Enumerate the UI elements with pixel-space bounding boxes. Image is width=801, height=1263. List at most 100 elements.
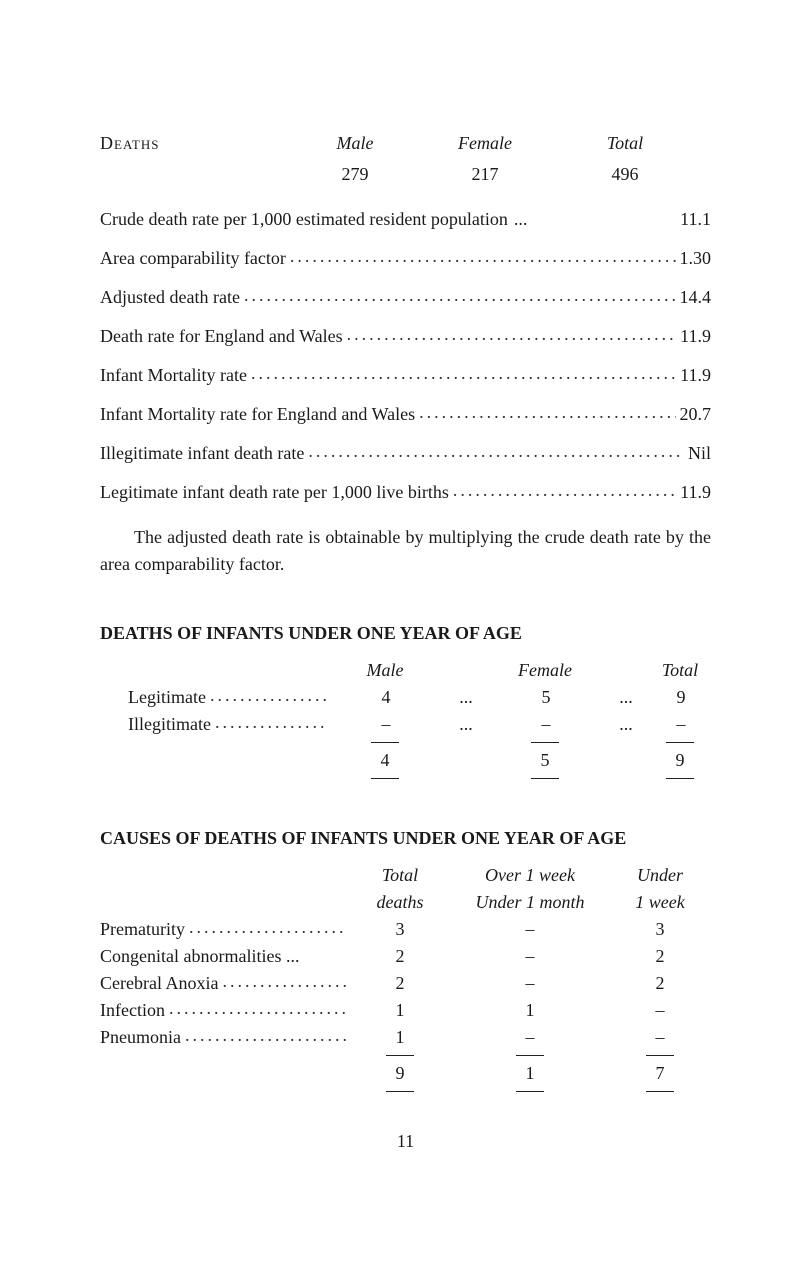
total-total: 9 (650, 747, 710, 774)
row-label: Legitimate (128, 684, 206, 711)
table-title: DEATHS OF INFANTS UNDER ONE YEAR OF AGE (100, 620, 711, 647)
rule-row (100, 1087, 711, 1096)
row-label: Illegitimate (128, 711, 211, 738)
rate-value: Nil (688, 440, 711, 467)
total-week: 7 (610, 1060, 710, 1087)
col-female: Female (415, 130, 555, 157)
table-row: Congenital abnormalities ... 2 – 2 (100, 943, 711, 970)
table-title: CAUSES OF DEATHS OF INFANTS UNDER ONE YE… (100, 825, 711, 852)
dot-leader (347, 323, 677, 350)
total-female: 5 (490, 747, 600, 774)
cell-total: 9 (651, 684, 711, 711)
col-total: Total (555, 130, 695, 157)
rate-label: Illegitimate infant death rate (100, 440, 304, 467)
dot-leader (244, 284, 676, 311)
rate-line: Legitimate infant death rate per 1,000 l… (100, 479, 711, 506)
totals-row: 4 5 9 (100, 747, 711, 774)
explanatory-paragraph: The adjusted death rate is obtainable by… (100, 524, 711, 578)
rate-label: Infant Mortality rate (100, 362, 247, 389)
rate-label: Legitimate infant death rate per 1,000 l… (100, 479, 449, 506)
dot-leader (308, 440, 684, 467)
cell-month: – (450, 943, 610, 970)
table-header-row-2: deaths Under 1 month 1 week (100, 889, 711, 916)
totals-row: 9 1 7 (100, 1060, 711, 1087)
header-1-week: 1 week (610, 889, 710, 916)
page-number: 11 (100, 1128, 711, 1155)
val-male: 279 (295, 161, 415, 188)
deaths-values-row: 279 217 496 (100, 161, 711, 188)
header-under-1: Under (610, 862, 710, 889)
cell-month: – (450, 970, 610, 997)
rate-value: 11.9 (680, 362, 711, 389)
table-header-row: Total Over 1 week Under (100, 862, 711, 889)
table-deaths-under-one: DEATHS OF INFANTS UNDER ONE YEAR OF AGE … (100, 620, 711, 783)
header-total: Total (650, 657, 710, 684)
rate-label: Death rate for England and Wales (100, 323, 343, 350)
rate-label: Crude death rate per 1,000 estimated res… (100, 206, 508, 233)
header-over-1-week: Over 1 week (450, 862, 610, 889)
cell-deaths: 2 (350, 943, 450, 970)
table-row: Infection 1 1 – (100, 997, 711, 1024)
header-male: Male (330, 657, 440, 684)
cell-month: – (450, 916, 610, 943)
rate-value: 20.7 (680, 401, 712, 428)
rate-line: Infant Mortality rate 11.9 (100, 362, 711, 389)
table-row: Cerebral Anoxia 2 – 2 (100, 970, 711, 997)
val-female: 217 (415, 161, 555, 188)
cell-male: 4 (331, 684, 441, 711)
dot-leader (210, 684, 327, 711)
rate-line: Crude death rate per 1,000 estimated res… (100, 206, 711, 233)
rate-value: 11.1 (680, 206, 711, 233)
table-header-row: Male Female Total (100, 657, 711, 684)
cell-deaths: 2 (350, 970, 450, 997)
header-total-deaths-2: deaths (350, 889, 450, 916)
dot-leader (215, 711, 327, 738)
total-month: 1 (450, 1060, 610, 1087)
deaths-header-row: Deaths Male Female Total (100, 130, 711, 157)
rate-label: Infant Mortality rate for England and Wa… (100, 401, 415, 428)
cell-total: – (651, 711, 711, 738)
table-causes: CAUSES OF DEATHS OF INFANTS UNDER ONE YE… (100, 825, 711, 1096)
cell-male: – (331, 711, 441, 738)
rate-line: Infant Mortality rate for England and Wa… (100, 401, 711, 428)
rate-value: 11.9 (680, 479, 711, 506)
row-label: Prematurity (100, 916, 185, 943)
dot-leader (290, 245, 676, 272)
rule-row (100, 774, 711, 783)
header-female: Female (490, 657, 600, 684)
deaths-heading: Deaths (100, 130, 295, 157)
rate-value: 14.4 (680, 284, 712, 311)
rate-label: Adjusted death rate (100, 284, 240, 311)
cell-female: – (491, 711, 601, 738)
row-label: Infection (100, 997, 165, 1024)
total-deaths: 9 (350, 1060, 450, 1087)
col-male: Male (295, 130, 415, 157)
rate-label: Area comparability factor (100, 245, 286, 272)
cell-week: – (610, 997, 710, 1024)
cell-week: 2 (610, 943, 710, 970)
val-total: 496 (555, 161, 695, 188)
row-label: Cerebral Anoxia (100, 970, 218, 997)
table-row: Legitimate 4 ... 5 ... 9 (100, 684, 711, 711)
rate-line: Adjusted death rate 14.4 (100, 284, 711, 311)
table-row: Prematurity 3 – 3 (100, 916, 711, 943)
cell-female: 5 (491, 684, 601, 711)
rate-value: 11.9 (680, 323, 711, 350)
row-label: Congenital abnormalities ... (100, 943, 299, 970)
row-label: Pneumonia (100, 1024, 181, 1051)
rate-line: Death rate for England and Wales 11.9 (100, 323, 711, 350)
cell-deaths: 3 (350, 916, 450, 943)
header-under-1-month: Under 1 month (450, 889, 610, 916)
dot-leader (251, 362, 676, 389)
rate-value: 1.30 (680, 245, 712, 272)
table-row: Illegitimate – ... – ... – (100, 711, 711, 738)
cell-deaths: 1 (350, 1024, 450, 1051)
cell-month: 1 (450, 997, 610, 1024)
cell-week: – (610, 1024, 710, 1051)
dot-leader (453, 479, 676, 506)
rule-row (100, 738, 711, 747)
cell-deaths: 1 (350, 997, 450, 1024)
header-total-deaths-1: Total (350, 862, 450, 889)
table-row: Pneumonia 1 – – (100, 1024, 711, 1051)
cell-week: 2 (610, 970, 710, 997)
